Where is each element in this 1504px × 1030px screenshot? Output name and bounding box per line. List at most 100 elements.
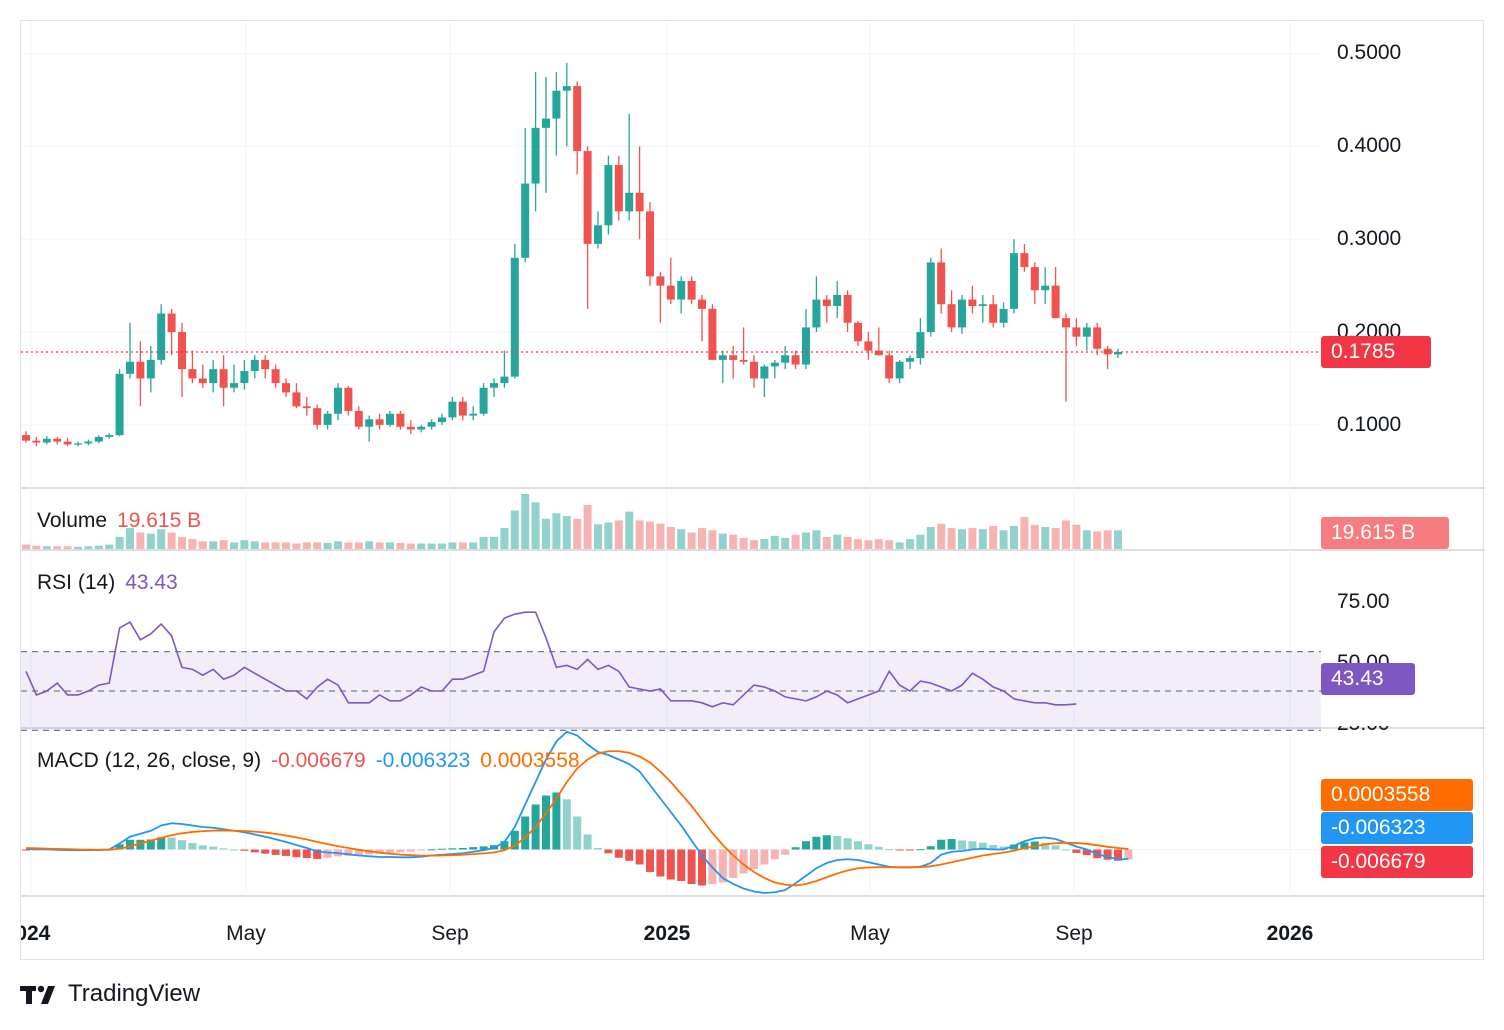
volume-bar — [230, 542, 238, 549]
macd-histogram-bar — [906, 849, 914, 851]
chart-canvas[interactable] — [21, 21, 1485, 961]
macd-histogram-bar — [323, 849, 332, 858]
macd-histogram-bar — [874, 846, 883, 850]
volume-bar — [115, 536, 124, 549]
candle-body — [365, 419, 374, 427]
candle-body — [250, 359, 259, 372]
candle-body — [895, 361, 904, 379]
candle-body — [947, 304, 956, 328]
candle-body — [261, 359, 270, 370]
volume-bar — [864, 540, 873, 549]
macd-signal-line — [25, 750, 1129, 887]
volume-bar — [1051, 528, 1060, 549]
volume-bar — [552, 513, 561, 549]
candle-body — [1010, 253, 1018, 309]
rsi-tick-label: 75.00 — [1337, 590, 1390, 613]
volume-bar — [500, 528, 509, 549]
volume-bar — [240, 540, 249, 549]
volume-bar — [978, 529, 987, 549]
macd-histogram-bar — [500, 841, 509, 850]
candle-body — [53, 438, 62, 442]
volume-bar — [895, 542, 904, 549]
candle-body — [417, 426, 426, 430]
volume-bar — [209, 541, 218, 549]
macd-histogram-bar — [302, 849, 311, 859]
macd-histogram-bar — [968, 841, 977, 850]
volume-bar — [344, 542, 353, 549]
candle-body — [542, 118, 550, 128]
volume-bar — [562, 516, 571, 549]
volume-bar — [604, 522, 613, 549]
candle-body — [375, 419, 384, 425]
candle-body — [126, 361, 134, 374]
volume-bar — [812, 530, 821, 549]
candle-body — [1051, 285, 1060, 319]
volume-bar — [1103, 530, 1112, 549]
volume-bar — [677, 529, 686, 549]
volume-bar — [323, 542, 332, 549]
macd-histogram-bar — [282, 849, 290, 856]
price-tick-label: 0.3000 — [1337, 227, 1402, 250]
volume-bar — [573, 518, 582, 549]
macd-histogram-bar — [1124, 849, 1133, 860]
time-tick-label: 2025 — [643, 922, 691, 945]
volume-bar — [354, 542, 363, 549]
tradingview-brand[interactable]: TradingView — [20, 980, 200, 1008]
volume-bar — [646, 521, 654, 549]
macd-histogram-bar — [625, 849, 634, 861]
macd-histogram-bar — [958, 840, 966, 850]
macd-histogram-bar — [989, 845, 998, 850]
macd-histogram-bar — [926, 846, 935, 850]
rsi-axis-clip: 25.00 — [1321, 726, 1485, 748]
candle-body — [136, 361, 145, 379]
volume-bar — [874, 539, 883, 549]
macd-histogram-bar — [812, 836, 821, 850]
rsi-value-tag: 43.43 — [1321, 663, 1415, 695]
macd-histogram-bar — [396, 849, 405, 853]
macd-histogram-bar — [178, 840, 186, 850]
macd-histogram-bar — [895, 849, 904, 851]
candle-body — [718, 355, 727, 360]
candle-body — [1030, 267, 1039, 291]
volume-bar — [406, 543, 415, 549]
macd-histogram-bar — [698, 849, 706, 886]
macd-histogram-bar — [770, 849, 779, 860]
candle-body — [885, 355, 894, 379]
candle-body — [604, 164, 613, 226]
macd-histogram-bar — [219, 848, 228, 850]
macd-histogram-bar — [760, 849, 769, 865]
candle-body — [583, 151, 592, 244]
time-tick-label: May — [850, 922, 890, 945]
candle-body — [750, 361, 758, 379]
candle-body — [458, 401, 467, 416]
candle-body — [843, 294, 852, 323]
volume-bar — [1010, 525, 1018, 549]
volume-bar — [448, 542, 457, 549]
volume-bar — [1082, 530, 1091, 549]
macd-histogram-bar — [354, 849, 363, 856]
chart-frame[interactable]: Volume 19.615 B RSI (14) 43.43 MACD (12, 2… — [20, 20, 1485, 961]
macd-signal-tag: 0.0003558 — [1321, 779, 1473, 811]
candle-body — [282, 383, 290, 393]
volume-bar — [386, 542, 394, 549]
volume-bar — [479, 536, 488, 549]
macd-histogram-bar — [635, 849, 644, 865]
time-tick-label: Sep — [1055, 922, 1093, 945]
candle-body — [230, 383, 238, 388]
candle-body — [469, 413, 478, 416]
candle-body — [438, 417, 446, 423]
macd-histogram-bar — [250, 849, 259, 853]
macd-histogram-bar — [167, 837, 176, 850]
macd-line-tag: -0.006323 — [1321, 812, 1473, 844]
macd-histogram-bar — [406, 849, 415, 852]
candle-body — [1020, 253, 1029, 268]
candle-body — [302, 406, 311, 409]
macd-histogram-bar — [999, 846, 1008, 850]
macd-histogram-bar — [479, 846, 488, 850]
macd-histogram-bar — [1103, 849, 1112, 860]
candle-body — [874, 350, 883, 356]
time-tick-label: 2026 — [1266, 922, 1314, 945]
candle-body — [812, 299, 821, 328]
macd-legend: MACD (12, 26, close, 9) -0.006679 -0.00632… — [37, 749, 590, 773]
volume-bar — [271, 542, 280, 549]
